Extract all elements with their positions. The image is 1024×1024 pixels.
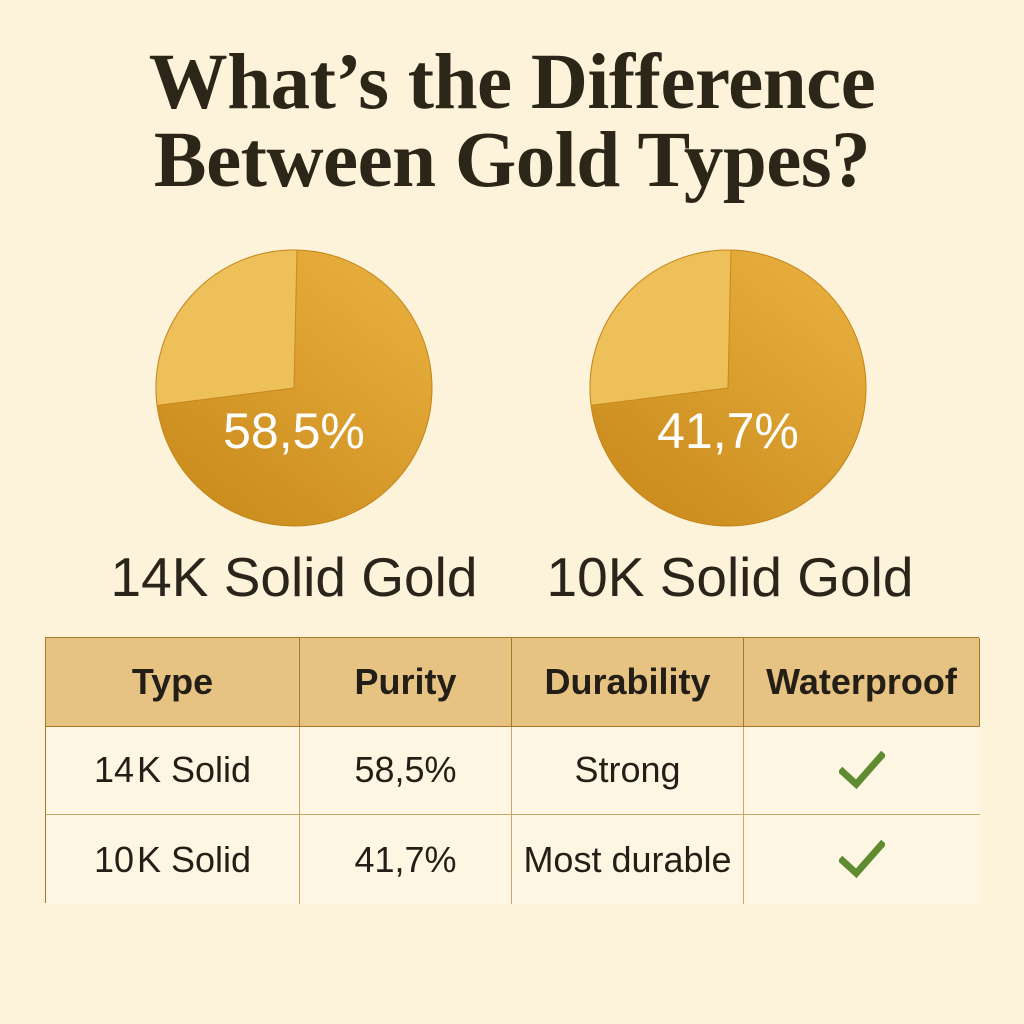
svg-text:58,5%: 58,5% bbox=[223, 403, 365, 459]
svg-text:41,7%: 41,7% bbox=[657, 403, 799, 459]
